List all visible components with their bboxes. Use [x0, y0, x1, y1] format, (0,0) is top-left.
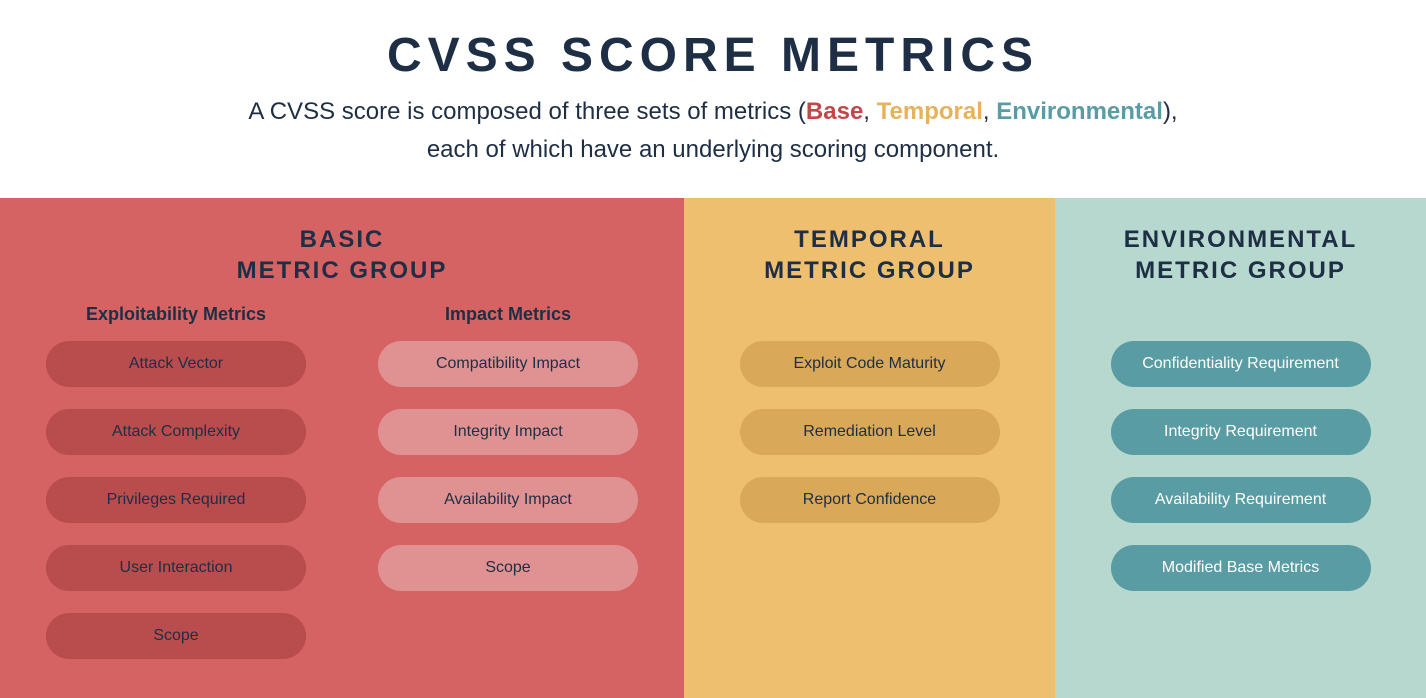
page-title: CVSS SCORE METRICS	[40, 28, 1386, 83]
group-columns: Exploitability Metrics Attack Vector Attac…	[30, 304, 654, 681]
subtitle-environmental: Environmental	[996, 98, 1163, 125]
subtitle-sep2: ,	[983, 98, 996, 125]
subtitle-pre: A CVSS score is composed of three sets o…	[248, 98, 806, 125]
metric-column: Confidentiality Requirement Integrity Req…	[1085, 304, 1396, 613]
metric-pill: Scope	[46, 613, 306, 659]
group-title: BASIC METRIC GROUP	[237, 224, 448, 286]
metric-pill: Compatibility Impact	[378, 341, 638, 387]
metric-pill: Confidentiality Requirement	[1111, 341, 1371, 387]
cvss-infographic: CVSS SCORE METRICS A CVSS score is compo…	[0, 0, 1426, 698]
metric-pill: Exploit Code Maturity	[740, 341, 1000, 387]
subtitle-temporal: Temporal	[877, 98, 983, 125]
metric-groups: BASIC METRIC GROUP Exploitability Metrics…	[0, 198, 1426, 698]
group-columns: Exploit Code Maturity Remediation Level Re…	[714, 304, 1025, 545]
metric-pill: Remediation Level	[740, 409, 1000, 455]
metric-pill: Availability Requirement	[1111, 477, 1371, 523]
subtitle-post: ),	[1163, 98, 1178, 125]
metric-pill: Integrity Impact	[378, 409, 638, 455]
subtitle: A CVSS score is composed of three sets o…	[40, 93, 1386, 170]
metric-column: Exploit Code Maturity Remediation Level Re…	[714, 304, 1025, 545]
group-columns: Confidentiality Requirement Integrity Req…	[1085, 304, 1396, 613]
group-basic: BASIC METRIC GROUP Exploitability Metrics…	[0, 198, 684, 698]
metric-pill: Attack Vector	[46, 341, 306, 387]
metric-pill: User Interaction	[46, 545, 306, 591]
column-title: Impact Metrics	[445, 304, 571, 325]
metric-pill: Modified Base Metrics	[1111, 545, 1371, 591]
group-environmental: ENVIRONMENTAL METRIC GROUP Confidentiali…	[1055, 198, 1426, 698]
metric-pill: Attack Complexity	[46, 409, 306, 455]
group-temporal: TEMPORAL METRIC GROUP Exploit Code Matur…	[684, 198, 1055, 698]
column-title: Exploitability Metrics	[86, 304, 266, 325]
metric-pill: Privileges Required	[46, 477, 306, 523]
metric-pill: Scope	[378, 545, 638, 591]
subtitle-line2: each of which have an underlying scoring…	[427, 136, 999, 163]
metric-column: Exploitability Metrics Attack Vector Attac…	[30, 304, 322, 681]
metric-pill: Integrity Requirement	[1111, 409, 1371, 455]
metric-pill: Availability Impact	[378, 477, 638, 523]
header: CVSS SCORE METRICS A CVSS score is compo…	[0, 0, 1426, 198]
subtitle-base: Base	[806, 98, 863, 125]
group-title: ENVIRONMENTAL METRIC GROUP	[1124, 224, 1358, 286]
subtitle-sep1: ,	[863, 98, 876, 125]
column-title	[867, 304, 872, 325]
column-title	[1238, 304, 1243, 325]
metric-pill: Report Confidence	[740, 477, 1000, 523]
metric-column: Impact Metrics Compatibility Impact Integr…	[362, 304, 654, 681]
group-title: TEMPORAL METRIC GROUP	[764, 224, 975, 286]
